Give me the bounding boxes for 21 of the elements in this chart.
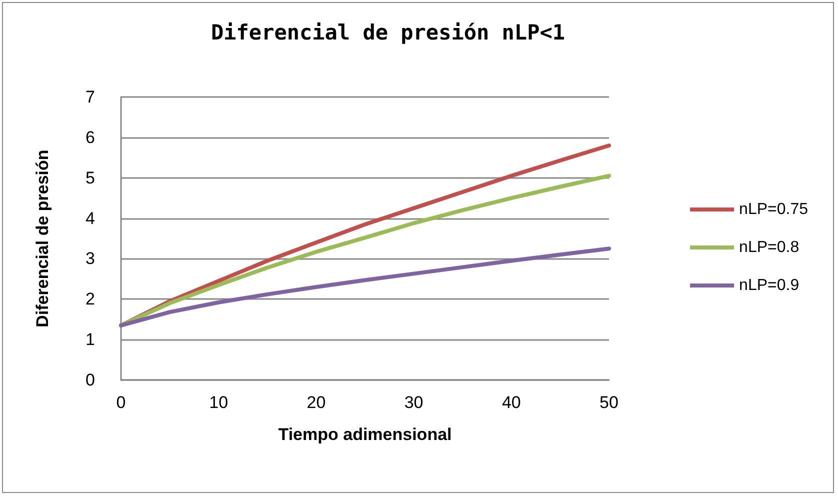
y-tick-label: 7	[86, 88, 95, 106]
y-tick-label: 5	[86, 168, 95, 188]
y-tick-label: 1	[86, 330, 95, 350]
x-tick-label: 20	[306, 393, 326, 412]
x-axis-title: Tiempo adimensional	[278, 425, 452, 444]
legend-label: nLP=0.9	[739, 277, 800, 294]
legend-label: nLP=0.75	[739, 201, 808, 218]
y-tick-label: 2	[86, 290, 95, 309]
x-tick-label: 30	[404, 393, 424, 412]
y-axis-title: Diferencial de presión	[33, 150, 52, 328]
x-tick-label: 0	[116, 393, 126, 412]
y-tick-label: 6	[86, 128, 95, 147]
x-tick-label: 40	[502, 393, 521, 412]
y-tick-label: 4	[86, 208, 95, 228]
x-tick-label: 10	[209, 393, 228, 412]
legend-label: nLP=0.8	[739, 239, 800, 256]
y-tick-label: 3	[86, 249, 95, 268]
line-series	[119, 246, 611, 328]
x-tick-label: 50	[600, 393, 618, 412]
chart-title: Diferencial de presión nLP<1	[210, 20, 566, 44]
y-tick-label: 0	[86, 370, 95, 390]
